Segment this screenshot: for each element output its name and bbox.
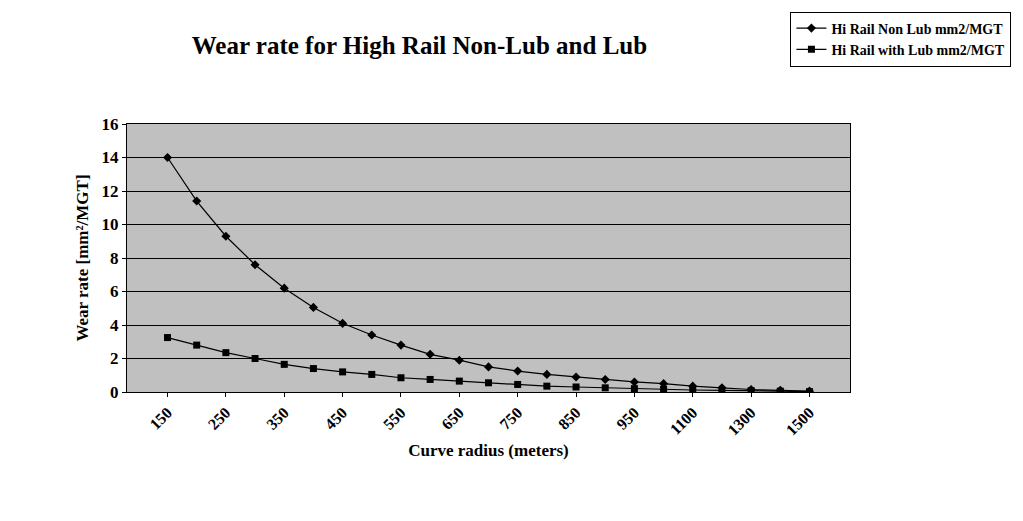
svg-text:1300: 1300 — [724, 404, 759, 439]
svg-text:10: 10 — [102, 215, 119, 234]
svg-text:1500: 1500 — [783, 404, 818, 439]
svg-text:150: 150 — [146, 404, 175, 433]
svg-text:12: 12 — [102, 182, 119, 201]
svg-text:4: 4 — [110, 316, 119, 335]
svg-text:Wear rate [mm²/MGT]: Wear rate [mm²/MGT] — [73, 174, 92, 341]
svg-text:Hi Rail Non Lub mm2/MGT: Hi Rail Non Lub mm2/MGT — [831, 22, 1003, 37]
svg-text:550: 550 — [380, 404, 409, 433]
svg-text:14: 14 — [102, 148, 120, 167]
svg-text:650: 650 — [438, 404, 467, 433]
svg-text:1100: 1100 — [667, 404, 701, 438]
svg-text:Wear rate for High Rail Non-Lu: Wear rate for High Rail Non-Lub and Lub — [192, 32, 647, 59]
svg-text:0: 0 — [110, 383, 119, 402]
svg-text:8: 8 — [110, 249, 119, 268]
svg-text:750: 750 — [496, 404, 525, 433]
svg-text:450: 450 — [321, 404, 350, 433]
svg-text:2: 2 — [110, 349, 119, 368]
svg-text:350: 350 — [263, 404, 292, 433]
svg-text:6: 6 — [110, 282, 119, 301]
svg-text:Hi Rail with Lub mm2/MGT: Hi Rail with Lub mm2/MGT — [831, 43, 1004, 58]
svg-text:950: 950 — [613, 404, 642, 433]
svg-text:Curve radius (meters): Curve radius (meters) — [408, 441, 569, 460]
svg-text:16: 16 — [102, 115, 119, 134]
svg-text:850: 850 — [555, 404, 584, 433]
svg-text:250: 250 — [205, 404, 234, 433]
